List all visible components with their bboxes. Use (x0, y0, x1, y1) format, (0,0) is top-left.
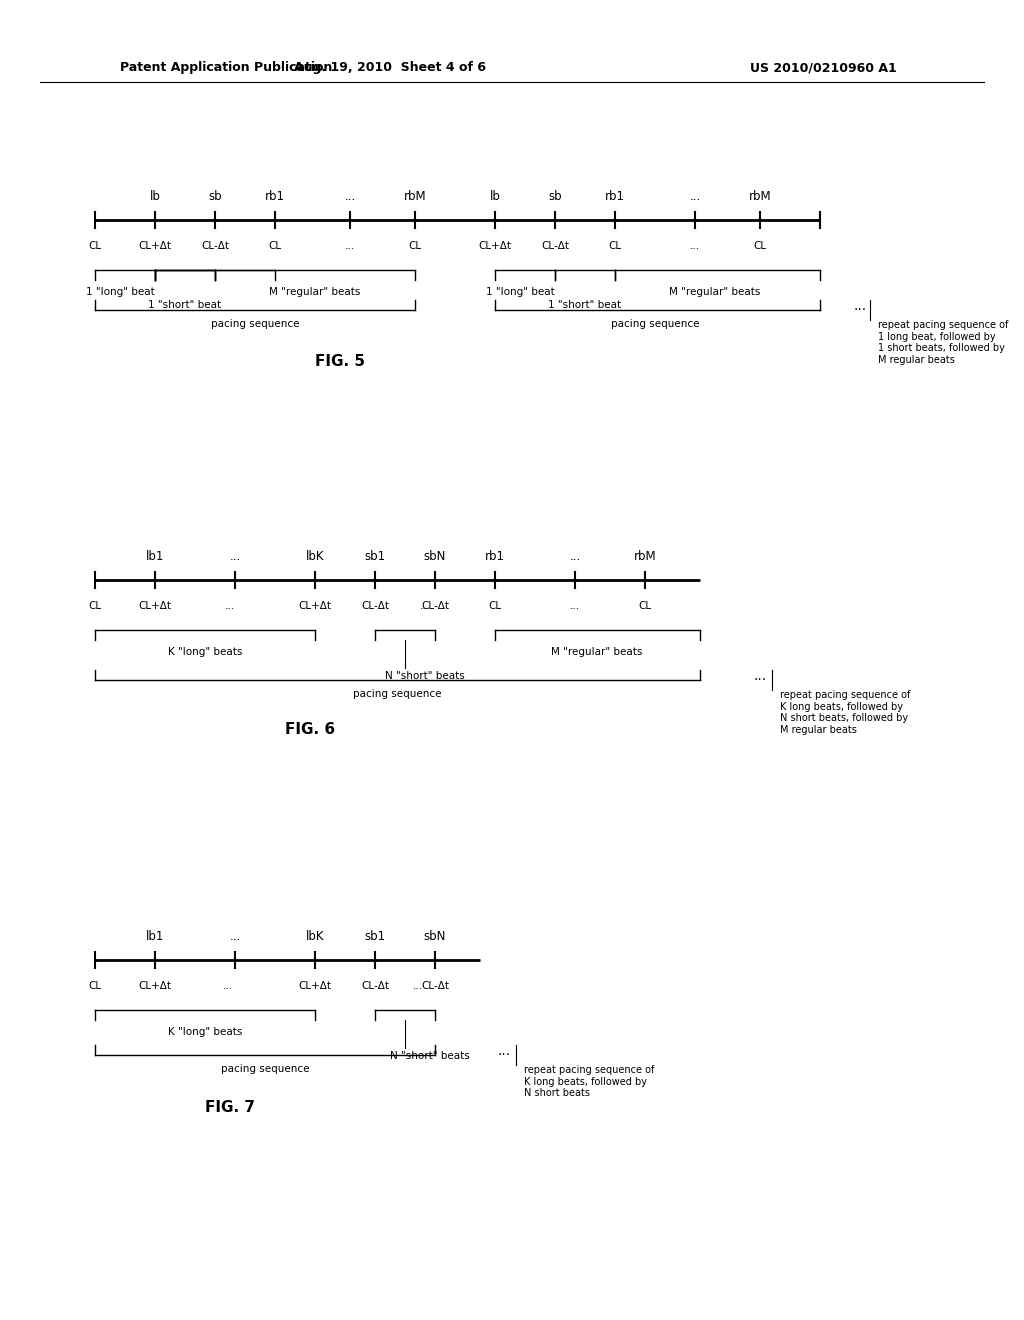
Text: ...: ... (498, 1044, 511, 1059)
Text: CL+Δt: CL+Δt (138, 601, 171, 611)
Text: M "regular" beats: M "regular" beats (670, 286, 761, 297)
Text: ...: ... (570, 601, 580, 611)
Text: sbN: sbN (424, 549, 446, 562)
Text: CL: CL (638, 601, 651, 611)
Text: M "regular" beats: M "regular" beats (269, 286, 360, 297)
Text: rb1: rb1 (485, 549, 505, 562)
Text: ...: ... (413, 981, 423, 991)
Text: CL: CL (488, 601, 502, 611)
Text: ...: ... (223, 981, 233, 991)
Text: FIG. 5: FIG. 5 (315, 355, 365, 370)
Text: lb: lb (489, 190, 501, 202)
Text: FIG. 7: FIG. 7 (205, 1100, 255, 1114)
Text: CL+Δt: CL+Δt (478, 242, 512, 251)
Text: ...: ... (754, 669, 767, 682)
Text: pacing sequence: pacing sequence (221, 1064, 309, 1074)
Text: rb1: rb1 (265, 190, 285, 202)
Text: lb1: lb1 (145, 929, 164, 942)
Text: ...: ... (229, 549, 241, 562)
Text: sbN: sbN (424, 929, 446, 942)
Text: sb1: sb1 (365, 929, 386, 942)
Text: FIG. 6: FIG. 6 (285, 722, 335, 738)
Text: K "long" beats: K "long" beats (168, 1027, 243, 1038)
Text: Patent Application Publication: Patent Application Publication (120, 62, 333, 74)
Text: CL+Δt: CL+Δt (299, 981, 332, 991)
Text: ...: ... (225, 601, 236, 611)
Text: sb1: sb1 (365, 549, 386, 562)
Text: CL: CL (608, 242, 622, 251)
Text: 1 "short" beat: 1 "short" beat (549, 300, 622, 310)
Text: ...: ... (569, 549, 581, 562)
Text: N "short" beats: N "short" beats (385, 671, 465, 681)
Text: pacing sequence: pacing sequence (610, 319, 699, 329)
Text: pacing sequence: pacing sequence (352, 689, 441, 700)
Text: N "short" beats: N "short" beats (390, 1051, 470, 1061)
Text: CL-Δt: CL-Δt (421, 601, 449, 611)
Text: lbK: lbK (306, 549, 325, 562)
Text: ...: ... (689, 190, 700, 202)
Text: CL: CL (268, 242, 282, 251)
Text: ...: ... (853, 300, 866, 313)
Text: CL-Δt: CL-Δt (361, 601, 389, 611)
Text: K "long" beats: K "long" beats (168, 647, 243, 657)
Text: ...: ... (345, 242, 355, 251)
Text: repeat pacing sequence of
K long beats, followed by
N short beats, followed by
M: repeat pacing sequence of K long beats, … (780, 690, 910, 735)
Text: ...: ... (420, 601, 430, 611)
Text: CL+Δt: CL+Δt (138, 242, 171, 251)
Text: CL: CL (88, 242, 101, 251)
Text: repeat pacing sequence of
K long beats, followed by
N short beats: repeat pacing sequence of K long beats, … (524, 1065, 654, 1098)
Text: lb: lb (150, 190, 161, 202)
Text: CL: CL (88, 601, 101, 611)
Text: CL-Δt: CL-Δt (361, 981, 389, 991)
Text: M "regular" beats: M "regular" beats (551, 647, 643, 657)
Text: repeat pacing sequence of
1 long beat, followed by
1 short beats, followed by
M : repeat pacing sequence of 1 long beat, f… (878, 319, 1009, 364)
Text: ...: ... (690, 242, 700, 251)
Text: CL: CL (409, 242, 422, 251)
Text: CL-Δt: CL-Δt (421, 981, 449, 991)
Text: rbM: rbM (634, 549, 656, 562)
Text: ...: ... (229, 929, 241, 942)
Text: rbM: rbM (403, 190, 426, 202)
Text: CL-Δt: CL-Δt (541, 242, 569, 251)
Text: CL+Δt: CL+Δt (138, 981, 171, 991)
Text: US 2010/0210960 A1: US 2010/0210960 A1 (750, 62, 897, 74)
Text: lb1: lb1 (145, 549, 164, 562)
Text: pacing sequence: pacing sequence (211, 319, 299, 329)
Text: rb1: rb1 (605, 190, 625, 202)
Text: CL: CL (88, 981, 101, 991)
Text: 1 "long" beat: 1 "long" beat (485, 286, 554, 297)
Text: sb: sb (548, 190, 562, 202)
Text: sb: sb (208, 190, 222, 202)
Text: Aug. 19, 2010  Sheet 4 of 6: Aug. 19, 2010 Sheet 4 of 6 (294, 62, 486, 74)
Text: CL: CL (754, 242, 767, 251)
Text: rbM: rbM (749, 190, 771, 202)
Text: ...: ... (344, 190, 355, 202)
Text: lbK: lbK (306, 929, 325, 942)
Text: 1 "long" beat: 1 "long" beat (86, 286, 155, 297)
Text: CL-Δt: CL-Δt (201, 242, 229, 251)
Text: 1 "short" beat: 1 "short" beat (148, 300, 221, 310)
Text: CL+Δt: CL+Δt (299, 601, 332, 611)
